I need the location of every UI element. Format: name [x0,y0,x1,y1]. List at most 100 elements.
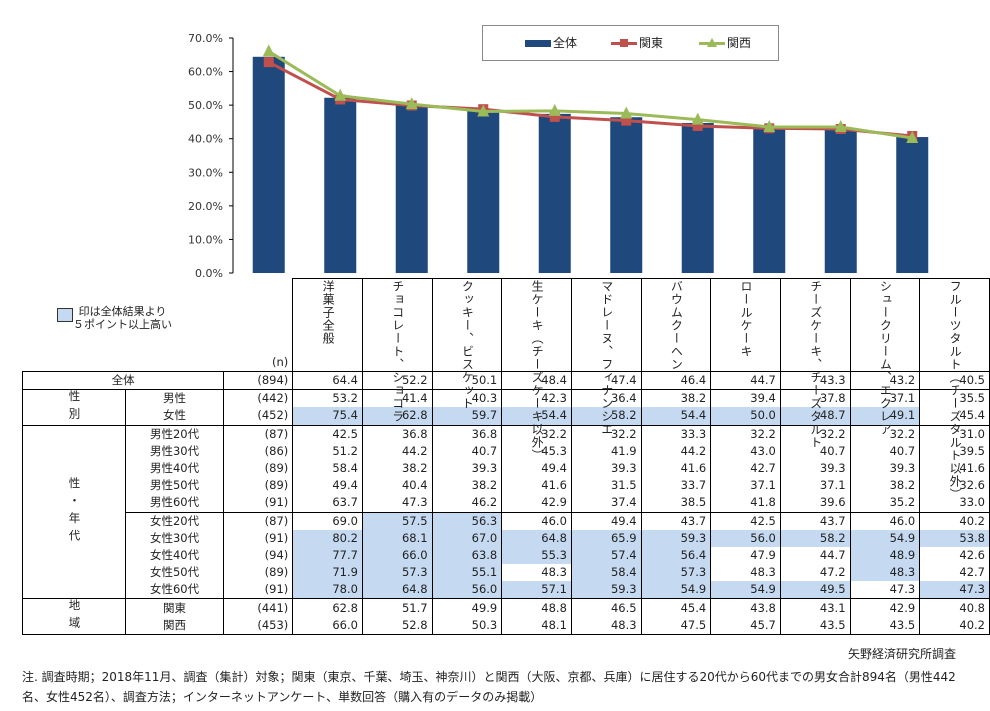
table-cell: 62.8 [292,598,363,617]
table-cell: 71.9 [292,564,363,582]
bar-series-total [252,56,929,273]
table-cell: 51.2 [292,442,363,460]
table-cell: 40.2 [919,511,990,530]
table-header-row: (n) 洋菓子全般 チョコレート、ショコラ クッキー、ビスケット 生ケーキ（チーズケー… [23,278,990,501]
category-header: クッキー、ビスケット [431,278,503,410]
chart-plot: 0.0% 10.0% 20.0% 30.0% 40.0% 50.0% 60.0% 70.0% [188,32,929,280]
table-cell: 42.5 [292,424,363,443]
table-cell: 47.9 [710,546,781,565]
table-cell: 42.5 [710,511,781,530]
table-cell: 47.2 [779,564,851,582]
table-cell: 47.3 [919,581,990,599]
table-cell: 55.1 [431,564,503,582]
table-cell: 80.2 [292,529,363,547]
table-cell: 32.2 [849,424,921,443]
header-spacer [125,279,223,372]
table-cell: 36.8 [361,424,433,443]
table-cell: 36.4 [570,389,642,408]
table-cell: 52.8 [361,616,433,635]
table-cell: 57.3 [361,564,433,582]
y-tick-label: 50.0% [188,99,223,112]
row-group-label: 地域 [22,598,126,635]
table-cell: 39.3 [779,459,851,478]
table-cell: 78.0 [292,581,363,599]
table-row: 男性40代 (89) 58.4 38.2 39.3 49.4 39.3 41.6 42.7 39.… [23,459,990,478]
table-cell: 75.4 [292,407,363,426]
table-cell: 48.3 [710,564,781,582]
table-cell: 58.4 [570,564,642,582]
table-row: 全体 (894) 64.4 52.2 50.1 48.4 47.4 46.4 44.7 43.3 4… [21,370,990,391]
bar [252,56,285,273]
table-cell: 53.8 [919,529,990,547]
y-tick-label: 0.0% [195,267,223,280]
table-cell: 43.7 [640,511,712,530]
bar [753,127,786,273]
table-cell: 33.3 [640,424,712,443]
table-cell: 39.6 [779,494,851,512]
row-n: (87) [223,424,293,443]
data-point-square [263,57,274,68]
table-cell: 32.2 [501,424,572,443]
table-cell: 44.7 [779,546,851,565]
table-cell: 48.3 [849,564,921,582]
row-label: 男性30代 [125,442,225,460]
table-row: 関西 (453) 66.0 52.8 50.3 48.1 48.3 47.5 45.7 43.5 4… [23,616,990,635]
table-cell: 37.1 [710,477,781,495]
table-cell: 43.8 [710,598,781,617]
header-spacer [23,279,126,372]
table-cell: 43.0 [710,442,781,460]
table-cell: 65.9 [570,529,642,547]
row-label: 女性40代 [125,546,225,565]
row-label: 女性60代 [125,581,225,599]
bar [824,127,857,273]
category-header: ロールケーキ [710,278,781,372]
table-cell: 66.0 [361,546,433,565]
data-point-square [549,111,560,122]
table-row: 地域 関東 (441) 62.8 51.7 49.9 48.8 46.5 45.4 43.8 43.… [22,598,990,635]
table-cell: 42.3 [501,389,572,408]
category-label: ロールケーキ [739,280,754,358]
highlight-legend-line-1: 印は全体結果より [78,305,167,318]
series-line-kansai [267,50,913,140]
table-cell: 48.3 [501,564,572,582]
table-cell: 38.2 [431,477,503,495]
table-cell: 32.2 [710,424,781,443]
table-cell: 42.9 [849,598,921,617]
row-label: 男性50代 [125,477,225,495]
row-label: 女性50代 [125,564,225,582]
row-label: 男性20代 [125,424,225,443]
table-cell: 37.1 [779,477,851,495]
category-header: フルーツタルト（チーズタルト以外） [919,278,990,501]
table-cell: 32.2 [779,424,851,443]
table-cell: 41.4 [361,389,433,408]
table-cell: 57.4 [570,546,642,565]
y-tick-label: 20.0% [188,200,223,213]
table-row: 女性40代 (94) 77.7 66.0 63.8 55.3 57.4 56.4 47.9 44.… [23,546,990,565]
table-cell: 38.2 [361,459,433,478]
legend-item-kanto: 関東 [611,34,663,51]
table-cell: 45.4 [919,407,990,426]
bar [896,137,929,273]
bar [610,117,643,273]
table-cell: 51.7 [361,598,433,617]
table-cell: 45.4 [640,598,712,617]
y-tick-label: 70.0% [188,32,223,45]
table-cell: 42.7 [919,564,990,582]
table-cell: 40.8 [919,598,990,617]
table-cell: 63.7 [292,494,363,512]
table-cell: 54.9 [640,581,712,599]
table-cell: 44.2 [361,442,433,460]
table-cell: 31.5 [570,477,642,495]
table-cell: 32.2 [570,424,642,443]
table-cell: 50.0 [710,407,781,426]
y-tick-label: 60.0% [188,66,223,79]
row-n: (442) [223,389,293,408]
table-cell: 47.3 [849,581,921,599]
table-cell: 40.7 [431,442,503,460]
data-point-square [692,120,703,131]
table-cell: 39.4 [710,389,781,408]
table-cell: 69.0 [292,511,363,530]
category-label: チーズケーキ、チーズタルト [808,280,823,449]
table-cell: 67.0 [431,529,503,547]
table-cell: 59.3 [640,529,712,547]
